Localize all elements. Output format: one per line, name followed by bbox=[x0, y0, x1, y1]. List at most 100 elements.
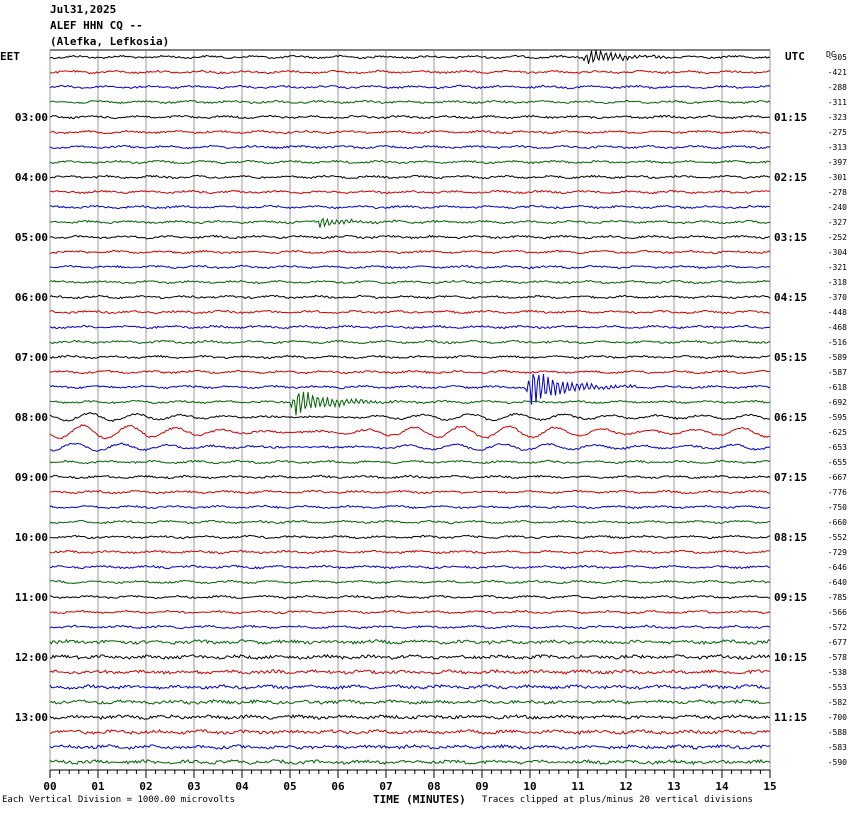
x-tick-label: 12 bbox=[619, 780, 632, 793]
dc-offset-label: -318 bbox=[828, 278, 847, 287]
trace-16 bbox=[49, 294, 771, 300]
right-time-label: 08:15 bbox=[774, 531, 807, 544]
trace-45 bbox=[49, 729, 771, 736]
dc-offset-label: -785 bbox=[828, 593, 847, 602]
dc-offset-label: -552 bbox=[828, 533, 847, 542]
trace-21 bbox=[49, 369, 770, 375]
dc-offset-label: -313 bbox=[828, 143, 847, 152]
trace-10 bbox=[49, 204, 771, 210]
x-tick-label: 08 bbox=[427, 780, 440, 793]
trace-36 bbox=[49, 594, 771, 600]
x-tick-label: 03 bbox=[187, 780, 200, 793]
left-hour-label: 08:00 bbox=[15, 411, 48, 424]
trace-17 bbox=[49, 309, 771, 315]
dc-offset-label: -327 bbox=[828, 218, 847, 227]
trace-12 bbox=[49, 234, 770, 240]
left-hour-label: 11:00 bbox=[15, 591, 48, 604]
trace-46 bbox=[49, 743, 771, 750]
dc-offset-label: -370 bbox=[828, 293, 847, 302]
dc-offset-label: -397 bbox=[828, 158, 847, 167]
trace-3 bbox=[49, 99, 771, 105]
dc-offset-label: -240 bbox=[828, 203, 847, 212]
x-tick-label: 05 bbox=[283, 780, 296, 793]
right-timezone: UTC bbox=[785, 50, 805, 63]
dc-offset-label: -583 bbox=[828, 743, 847, 752]
dc-offset-label: -566 bbox=[828, 608, 847, 617]
dc-offset-label: -667 bbox=[828, 473, 847, 482]
trace-6 bbox=[49, 144, 771, 150]
trace-13 bbox=[49, 249, 771, 255]
trace-39 bbox=[49, 638, 771, 646]
dc-offset-label: -288 bbox=[828, 83, 847, 92]
trace-9 bbox=[49, 189, 771, 195]
trace-20 bbox=[49, 354, 771, 360]
trace-23 bbox=[49, 391, 771, 416]
dc-offset-label: -305 bbox=[828, 53, 847, 62]
right-time-label: 06:15 bbox=[774, 411, 807, 424]
trace-22 bbox=[49, 373, 771, 405]
x-tick-label: 01 bbox=[91, 780, 105, 793]
trace-30 bbox=[49, 504, 771, 510]
dc-offset-label: -516 bbox=[828, 338, 847, 347]
footer-clip-note: Traces clipped at plus/minus 20 vertical… bbox=[482, 795, 753, 805]
left-hour-label: 03:00 bbox=[15, 111, 48, 124]
x-tick-label: 00 bbox=[43, 780, 56, 793]
trace-25 bbox=[49, 424, 771, 440]
dc-offset-label: -646 bbox=[828, 563, 847, 572]
dc-offset-label: -660 bbox=[828, 518, 847, 527]
dc-offset-label: -655 bbox=[828, 458, 847, 467]
dc-offset-label: -587 bbox=[828, 368, 847, 377]
dc-offset-label: -590 bbox=[828, 758, 847, 767]
trace-5 bbox=[49, 129, 771, 135]
x-tick-label: 13 bbox=[667, 780, 680, 793]
trace-33 bbox=[49, 549, 771, 555]
header-location: (Alefka, Lefkosia) bbox=[50, 35, 170, 48]
x-tick-label: 11 bbox=[571, 780, 585, 793]
trace-41 bbox=[49, 668, 770, 675]
trace-19 bbox=[49, 339, 771, 345]
trace-7 bbox=[49, 159, 771, 165]
dc-offset-label: -578 bbox=[828, 653, 847, 662]
trace-29 bbox=[49, 489, 770, 495]
dc-offset-label: -653 bbox=[828, 443, 847, 452]
dc-offset-label: -468 bbox=[828, 323, 847, 332]
left-hour-label: 05:00 bbox=[15, 231, 48, 244]
dc-offset-label: -252 bbox=[828, 233, 847, 242]
dc-offset-label: -311 bbox=[828, 98, 847, 107]
dc-offset-label: -572 bbox=[828, 623, 847, 632]
dc-offset-label: -589 bbox=[828, 353, 847, 362]
trace-15 bbox=[49, 279, 771, 285]
trace-43 bbox=[49, 698, 771, 705]
dc-offset-label: -304 bbox=[828, 248, 847, 257]
x-tick-label: 04 bbox=[235, 780, 249, 793]
x-tick-label: 09 bbox=[475, 780, 488, 793]
left-hour-label: 12:00 bbox=[15, 651, 48, 664]
trace-8 bbox=[50, 174, 771, 180]
left-hour-label: 07:00 bbox=[15, 351, 48, 364]
trace-37 bbox=[49, 609, 771, 615]
dc-offset-label: -595 bbox=[828, 413, 847, 422]
trace-27 bbox=[49, 459, 771, 465]
trace-2 bbox=[49, 84, 771, 90]
right-time-label: 01:15 bbox=[774, 111, 807, 124]
trace-14 bbox=[49, 264, 771, 270]
dc-offset-label: -321 bbox=[828, 263, 847, 272]
trace-1 bbox=[49, 69, 771, 75]
right-time-label: 05:15 bbox=[774, 351, 807, 364]
trace-44 bbox=[49, 713, 771, 721]
trace-26 bbox=[50, 442, 771, 452]
right-time-label: 07:15 bbox=[774, 471, 807, 484]
trace-35 bbox=[49, 579, 771, 585]
trace-47 bbox=[49, 758, 771, 766]
header-station: ALEF HHN CQ -- bbox=[50, 19, 143, 32]
dc-offset-label: -278 bbox=[828, 188, 847, 197]
dc-offset-label: -582 bbox=[828, 698, 847, 707]
dc-offset-label: -618 bbox=[828, 383, 847, 392]
dc-offset-label: -275 bbox=[828, 128, 847, 137]
dc-offset-label: -625 bbox=[828, 428, 847, 437]
trace-4 bbox=[49, 114, 771, 120]
x-tick-label: 02 bbox=[139, 780, 152, 793]
trace-32 bbox=[49, 534, 771, 540]
left-timezone: EET bbox=[0, 50, 20, 63]
trace-0 bbox=[49, 49, 771, 65]
